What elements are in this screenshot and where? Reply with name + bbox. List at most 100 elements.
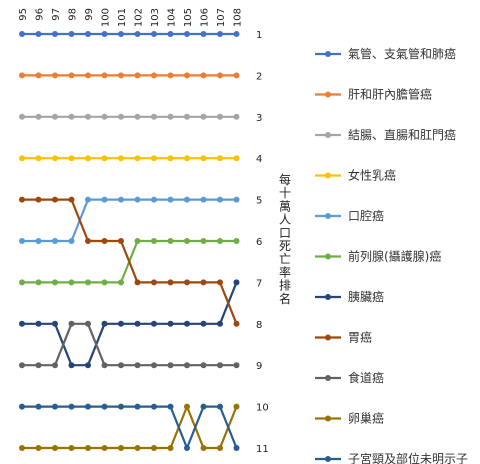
point-s4-95 [19, 238, 25, 244]
point-s0-103 [151, 31, 157, 37]
legend-swatch-marker [325, 213, 331, 219]
point-s6-99 [85, 362, 91, 369]
legend-label: 卵巢癌 [348, 411, 384, 426]
point-s3-98 [68, 155, 75, 162]
y-tick-7: 7 [256, 278, 262, 289]
point-s7-107 [217, 279, 223, 286]
point-s3-108 [233, 155, 240, 162]
y-tick-4: 4 [256, 154, 262, 165]
point-s8-101 [118, 362, 124, 369]
point-s1-102 [134, 72, 141, 79]
point-s6-107 [217, 320, 223, 327]
point-s5-104 [167, 238, 174, 244]
point-s5-95 [19, 279, 25, 286]
series-line-8 [22, 322, 237, 367]
point-s1-96 [35, 72, 42, 79]
point-s7-104 [167, 279, 174, 286]
point-s9-104 [167, 445, 174, 451]
point-s0-95 [19, 31, 25, 37]
legend-swatch-marker [325, 132, 331, 138]
legend-swatch-marker [325, 253, 331, 260]
point-s10-106 [200, 403, 207, 410]
point-s6-105 [184, 320, 190, 327]
point-s1-101 [118, 72, 124, 79]
x-tick-labels: 95 96 97 98 99 100 101 102 103 104 105 106 107 108 [18, 8, 244, 27]
point-s5-107 [217, 238, 223, 244]
point-s4-98 [68, 238, 75, 244]
point-s2-99 [85, 113, 91, 120]
legend-label: 胰臟癌 [348, 289, 384, 304]
point-s4-100 [101, 196, 108, 203]
point-s1-99 [85, 72, 91, 79]
point-s3-96 [35, 155, 42, 162]
point-s0-96 [35, 31, 42, 37]
point-s2-106 [200, 113, 207, 120]
y-tick-9: 9 [256, 361, 262, 372]
point-s3-106 [200, 155, 207, 162]
y-tick-11: 11 [256, 444, 269, 455]
point-s4-103 [151, 196, 157, 203]
point-s9-95 [19, 445, 25, 451]
x-tick-99: 99 [84, 8, 95, 21]
legend-item-8: 食道癌 [315, 370, 384, 385]
point-s1-107 [217, 72, 223, 79]
y-tick-labels: 1 2 3 4 5 6 7 8 9 10 11 [256, 30, 269, 455]
point-s2-104 [167, 113, 174, 120]
point-s4-102 [134, 196, 141, 203]
point-s9-103 [151, 445, 157, 451]
legend-swatch-marker [325, 456, 331, 462]
y-tick-3: 3 [256, 113, 262, 124]
y-axis-title: 每十萬人口死亡率排名 [279, 172, 291, 306]
point-s9-108 [233, 403, 240, 410]
point-s5-106 [200, 238, 207, 244]
point-s2-100 [101, 113, 108, 120]
point-s10-98 [68, 403, 75, 410]
point-s0-100 [101, 31, 108, 37]
point-s10-96 [35, 403, 42, 410]
point-s9-102 [134, 445, 141, 451]
point-s8-100 [101, 362, 108, 369]
x-tick-98: 98 [68, 8, 79, 21]
legend-label: 氣管、支氣管和肺癌 [348, 46, 456, 61]
point-s3-102 [134, 155, 141, 162]
legend-item-4: 口腔癌 [315, 208, 384, 223]
point-s3-107 [217, 155, 223, 162]
legend-label: 口腔癌 [348, 208, 384, 223]
point-s4-108 [233, 196, 240, 203]
point-s8-97 [52, 362, 58, 369]
point-s6-95 [19, 320, 25, 327]
legend-label: 子宮頸及部位未明示子宮癌 [348, 451, 468, 464]
point-s8-95 [19, 362, 25, 369]
series-line-9 [22, 405, 238, 450]
point-s5-105 [184, 238, 190, 244]
point-s7-105 [184, 279, 190, 286]
point-s6-96 [35, 320, 42, 327]
point-s5-100 [101, 279, 108, 286]
point-s6-104 [167, 320, 174, 327]
point-s7-95 [19, 196, 25, 203]
point-s10-104 [167, 403, 174, 410]
x-tick-101: 101 [117, 8, 128, 27]
legend-swatch-marker [325, 375, 331, 381]
point-s10-101 [118, 403, 124, 410]
legend-label: 肝和肝內膽管癌 [348, 87, 432, 102]
point-s7-98 [68, 196, 75, 203]
y-tick-5: 5 [256, 196, 262, 207]
point-s10-97 [52, 403, 58, 410]
point-s8-99 [85, 320, 91, 327]
legend-swatch-marker [325, 294, 331, 300]
point-s9-101 [118, 445, 124, 451]
point-s10-107 [217, 403, 223, 410]
point-s1-100 [101, 72, 108, 79]
legend-swatch-marker [325, 51, 331, 57]
point-s4-99 [85, 196, 91, 203]
point-s3-105 [184, 155, 190, 162]
y-tick-8: 8 [256, 320, 262, 331]
legend-item-7: 胃癌 [315, 330, 372, 345]
point-s4-104 [167, 196, 174, 203]
point-s2-95 [19, 113, 25, 120]
legend: 氣管、支氣管和肺癌肝和肝內膽管癌結腸、直腸和肛門癌女性乳癌口腔癌前列腺(攝護腺)… [315, 46, 468, 464]
point-s6-97 [52, 320, 58, 327]
point-s10-99 [85, 403, 91, 410]
legend-item-2: 結腸、直腸和肛門癌 [315, 127, 456, 142]
